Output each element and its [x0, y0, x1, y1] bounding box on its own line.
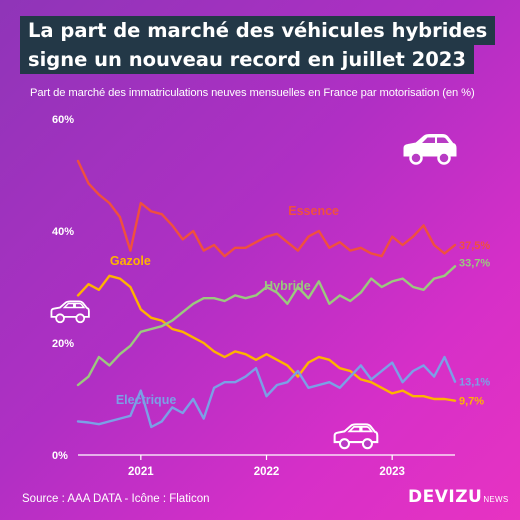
car-icon — [50, 300, 90, 324]
end-value-label: 13,1% — [459, 377, 490, 389]
title-line-2: signe un nouveau record en juillet 2023 — [20, 45, 474, 74]
x-tick-label: 2023 — [379, 466, 405, 478]
series-line-electrique — [76, 355, 457, 429]
series-name-label: Gazole — [110, 254, 151, 268]
title-line-1: La part de marché des véhicules hybrides — [20, 16, 496, 45]
x-axis: 2021 2022 2023 — [78, 454, 455, 478]
end-value-label: 33,7% — [459, 257, 490, 269]
series-name-label: Electrique — [116, 393, 176, 407]
car-icon — [403, 134, 457, 165]
series-line-gazole — [76, 274, 457, 402]
chart-subtitle: Part de marché des immatriculations neuv… — [30, 87, 475, 99]
y-tick-label: 0% — [52, 450, 68, 462]
source-note: Source : AAA DATA - Icône : Flaticon — [22, 493, 210, 505]
brand-name: DEVIZU — [408, 487, 483, 507]
x-tick-label: 2021 — [128, 466, 154, 478]
car-icon — [333, 423, 379, 450]
series-layer — [76, 159, 457, 429]
y-tick-label: 20% — [52, 338, 74, 350]
series-line-essence — [76, 159, 457, 258]
label-layer: 37,5% Essence 9,7% Gazole 33,7% Hybride 13,1% E… — [110, 204, 491, 408]
chart-title: La part de marché des véhicules hybrides… — [20, 16, 496, 74]
y-tick-label: 40% — [52, 226, 74, 238]
end-value-label: 9,7% — [459, 396, 484, 408]
series-name-label: Essence — [288, 204, 339, 218]
end-value-label: 37,5% — [459, 240, 490, 252]
brand-suffix: NEWS — [483, 495, 509, 504]
x-tick-label: 2022 — [254, 466, 280, 478]
series-name-label: Hybride — [264, 279, 311, 293]
y-tick-label: 60% — [52, 114, 74, 126]
brand-logo: DEVIZUNEWS — [408, 487, 509, 507]
y-axis: 0% 20% 40% 60% — [52, 114, 74, 462]
series-line-hybride — [76, 265, 457, 387]
